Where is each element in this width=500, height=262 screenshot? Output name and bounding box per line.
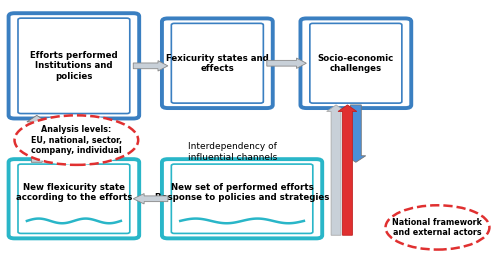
Ellipse shape — [14, 115, 138, 165]
Text: New flexicurity state
according to the efforts: New flexicurity state according to the e… — [16, 183, 132, 202]
FancyBboxPatch shape — [300, 18, 412, 108]
FancyBboxPatch shape — [172, 164, 313, 233]
Text: Interdependency of
influential channels: Interdependency of influential channels — [188, 142, 277, 162]
Text: Fexicurity states and
effects: Fexicurity states and effects — [166, 53, 268, 73]
FancyArrow shape — [133, 61, 168, 71]
FancyArrow shape — [338, 105, 357, 235]
Text: Analysis levels:
EU, national, sector,
company, individual: Analysis levels: EU, national, sector, c… — [31, 125, 122, 155]
FancyArrow shape — [326, 105, 345, 235]
Ellipse shape — [386, 205, 490, 250]
Text: Efforts performed
Institutions and
policies: Efforts performed Institutions and polic… — [30, 51, 118, 81]
FancyBboxPatch shape — [8, 13, 139, 118]
Text: New set of performed efforts
Response to policies and strategies: New set of performed efforts Response to… — [155, 183, 330, 202]
FancyArrow shape — [267, 58, 306, 68]
FancyBboxPatch shape — [162, 18, 272, 108]
FancyBboxPatch shape — [18, 164, 130, 233]
FancyBboxPatch shape — [18, 18, 130, 113]
FancyArrow shape — [133, 194, 168, 204]
Text: National framework
and external actors: National framework and external actors — [392, 218, 482, 237]
FancyArrow shape — [27, 115, 46, 162]
FancyBboxPatch shape — [310, 23, 402, 103]
FancyBboxPatch shape — [8, 159, 139, 238]
FancyArrow shape — [346, 105, 366, 162]
Text: Socio-economic
challenges: Socio-economic challenges — [318, 53, 394, 73]
FancyBboxPatch shape — [162, 159, 322, 238]
FancyBboxPatch shape — [172, 23, 264, 103]
